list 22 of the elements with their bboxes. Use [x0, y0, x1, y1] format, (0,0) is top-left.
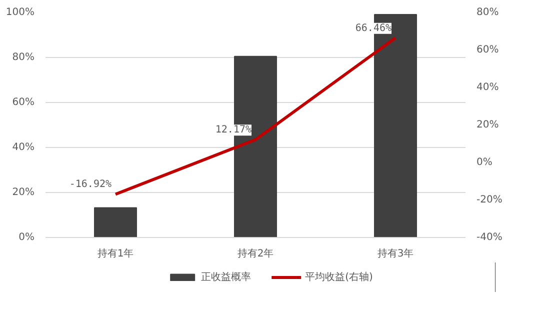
- x-tick-label: 持有2年: [237, 248, 274, 260]
- y2-tick-label: 60%: [476, 44, 499, 56]
- data-label: 12.17%: [215, 124, 252, 136]
- x-tick-label: 持有3年: [377, 248, 414, 260]
- legend-label: 正收益概率: [201, 270, 252, 284]
- bar: [94, 207, 137, 238]
- data-label: 66.46%: [355, 22, 392, 34]
- y2-tick-label: -40%: [476, 232, 502, 243]
- data-label: -16.92%: [69, 179, 112, 190]
- y2-tick-label: 80%: [476, 7, 499, 18]
- y-tick-label: 40%: [12, 142, 35, 153]
- y2-tick-label: 0%: [476, 157, 492, 168]
- y2-tick-label: 40%: [476, 82, 499, 93]
- y-tick-label: 80%: [12, 52, 35, 63]
- y2-tick-label: -20%: [476, 194, 502, 206]
- legend-label: 平均收益(右轴): [305, 270, 373, 284]
- y2-tick-label: 20%: [476, 120, 499, 130]
- x-tick-label: 持有1年: [97, 248, 134, 260]
- y-tick-label: 0%: [18, 232, 35, 243]
- y-tick-label: 60%: [12, 97, 35, 108]
- y-tick-label: 20%: [12, 187, 35, 198]
- y-tick-label: 100%: [6, 7, 35, 18]
